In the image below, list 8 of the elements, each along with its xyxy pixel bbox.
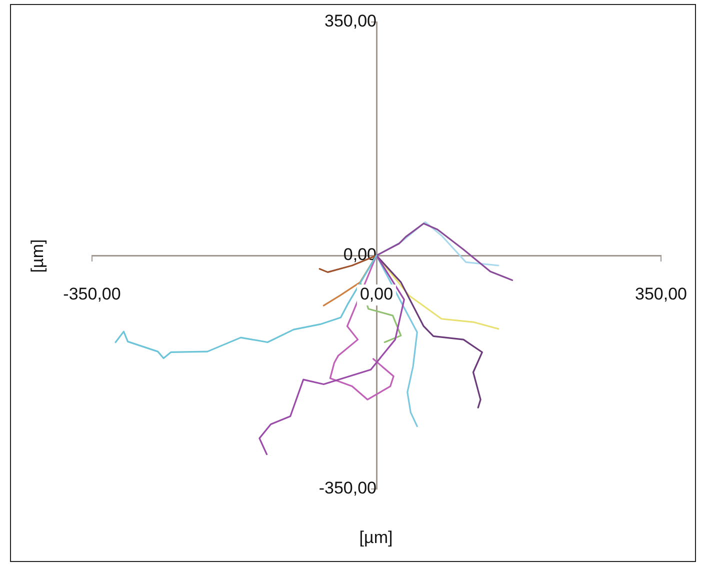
y-axis-title: [µm] — [28, 239, 48, 273]
y-tick-label: -350,00 — [318, 478, 376, 498]
x-axis-title: [µm] — [359, 528, 393, 548]
x-tick-label: 350,00 — [635, 284, 687, 304]
y-tick-label: 0,00 — [343, 245, 376, 264]
y-tick-label: 350,00 — [324, 12, 376, 31]
x-tick-label: 0,00 — [360, 284, 394, 304]
x-tick-label: -350,00 — [63, 284, 121, 304]
